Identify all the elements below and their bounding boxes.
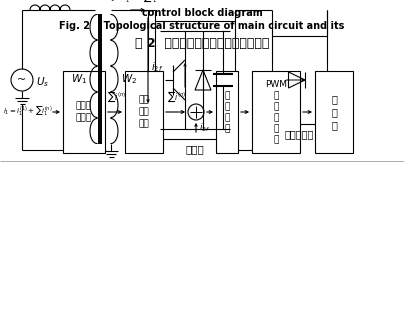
- Text: $W_1$: $W_1$: [71, 72, 87, 86]
- Text: $i_{2f}$: $i_{2f}$: [199, 122, 210, 134]
- Text: 电
流
控
制: 电 流 控 制: [224, 91, 230, 133]
- Text: 负载谐波源: 负载谐波源: [285, 129, 314, 139]
- Bar: [216, 71, 238, 153]
- Text: $\sum i^{(n)}$: $\sum i^{(n)}$: [107, 90, 126, 104]
- Text: 谐令
电流
计算: 谐令 电流 计算: [139, 96, 149, 128]
- Text: PWM
控
制
及
驱
动: PWM 控 制 及 驱 动: [265, 80, 287, 144]
- Text: 图 2  主电路的拓扑结构及其控制框图: 图 2 主电路的拓扑结构及其控制框图: [135, 36, 269, 50]
- Text: 谐波电
流检测: 谐波电 流检测: [76, 102, 92, 122]
- Bar: [315, 71, 353, 153]
- Bar: [252, 71, 300, 153]
- Text: $W_2$: $W_2$: [121, 72, 137, 86]
- Bar: [63, 71, 105, 153]
- Bar: [125, 71, 163, 153]
- Text: $i_1=i_1^{(1)}+\sum i_1^{(n)}$: $i_1=i_1^{(1)}+\sum i_1^{(n)}$: [108, 0, 162, 4]
- Text: control block diagram: control block diagram: [142, 8, 262, 18]
- Text: Fig. 2    Topological structure of main circuit and its: Fig. 2 Topological structure of main cir…: [59, 21, 345, 31]
- Text: 逆
变
器: 逆 变 器: [331, 94, 337, 130]
- Text: ~: ~: [17, 75, 27, 85]
- Text: 逆变器: 逆变器: [185, 144, 204, 154]
- Bar: [272, 36, 327, 124]
- Text: $i_1=i_1^{(1)}+\sum i_1^{(n)}$: $i_1=i_1^{(1)}+\sum i_1^{(n)}$: [3, 105, 53, 119]
- Text: $i_{2f}$: $i_{2f}$: [151, 60, 163, 74]
- Bar: [155, 21, 235, 139]
- Text: $U_s$: $U_s$: [36, 75, 49, 89]
- Text: $L_s$: $L_s$: [44, 0, 56, 2]
- Text: $\sum i^{(n)}$: $\sum i^{(n)}$: [167, 90, 187, 104]
